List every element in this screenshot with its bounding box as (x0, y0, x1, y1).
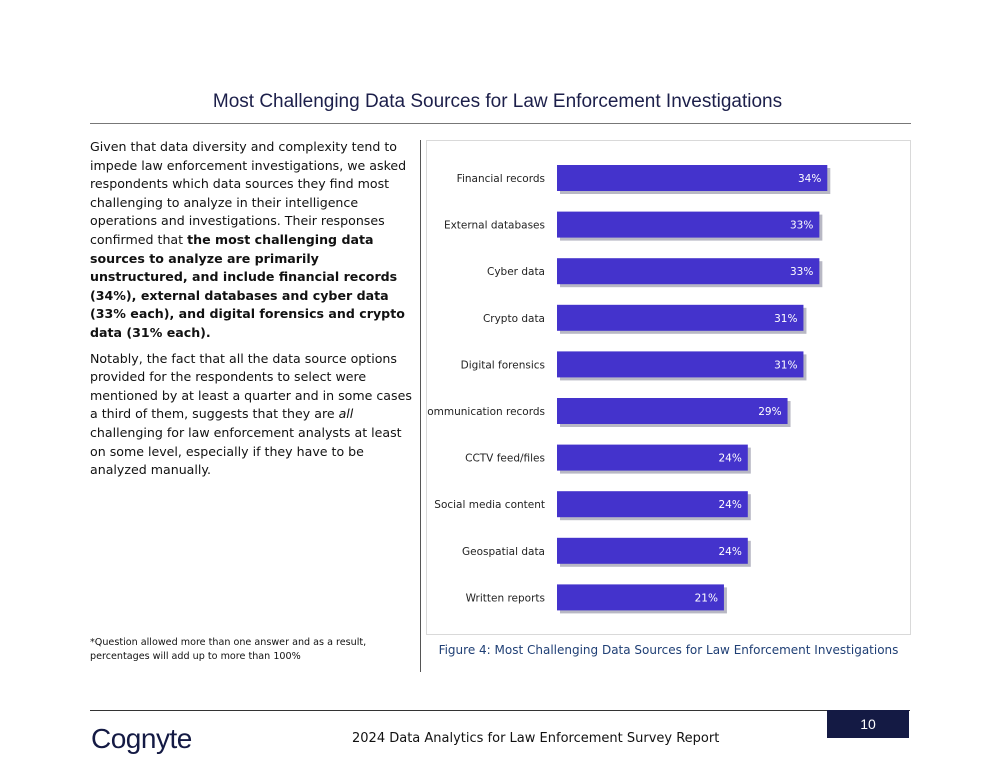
bar-written-reports (557, 584, 724, 611)
cognyte-logo: Cognyte (91, 723, 192, 754)
bar-social-media-content (557, 491, 748, 518)
footer-divider (90, 710, 910, 711)
figure-caption: Figure 4: Most Challenging Data Sources … (438, 643, 899, 657)
body-paragraph-1-text: Given that data diversity and complexity… (90, 139, 407, 247)
bar-cyber-data (557, 258, 820, 285)
category-label-geospatial-data: Geospatial data (462, 546, 545, 558)
bar-geospatial-data (557, 537, 748, 564)
column-divider (420, 140, 421, 672)
value-label-written-reports: 21% (695, 592, 718, 604)
category-label-written-reports: Written reports (466, 592, 545, 604)
bar-communication-records (557, 398, 788, 424)
category-label-social-media-content: Social media content (434, 499, 545, 511)
footer-report-title: 2024 Data Analytics for Law Enforcement … (352, 731, 720, 746)
value-label-social-media-content: 24% (718, 499, 741, 511)
category-label-crypto-data: Crypto data (483, 313, 545, 325)
footnote: *Question allowed more than one answer a… (90, 637, 367, 662)
bar-crypto-data (557, 304, 804, 331)
body-paragraph-1-highlight: the most challenging data sources to ana… (90, 231, 405, 340)
category-label-cyber-data: Cyber data (487, 266, 545, 278)
category-label-digital-forensics: Digital forensics (461, 359, 545, 371)
chart-frame: Financial records 34% External databases 33… (426, 140, 911, 635)
value-label-communication-records: 29% (758, 406, 781, 418)
value-label-cctv-feed-files: 24% (718, 453, 741, 465)
value-label-cyber-data: 33% (790, 266, 813, 278)
category-label-cctv-feed-files: CCTV feed/files (465, 453, 545, 465)
body-text: Given that data diversity and complexity… (90, 138, 412, 487)
bar-digital-forensics (557, 351, 804, 378)
body-paragraph-2-emphasis: all (338, 406, 354, 422)
value-label-crypto-data: 31% (774, 313, 797, 325)
bar-chart: Financial records 34% External databases 33… (427, 165, 831, 614)
category-label-external-databases: External databases (444, 220, 545, 232)
value-label-digital-forensics: 31% (774, 359, 797, 371)
category-label-financial-records: Financial records (457, 173, 545, 185)
body-paragraph-2: Notably, the fact that all the data sour… (90, 350, 412, 480)
category-label-communication-records: Communication records (427, 406, 545, 418)
title-divider (90, 123, 911, 124)
value-label-geospatial-data: 24% (718, 546, 741, 558)
value-label-financial-records: 34% (798, 173, 821, 185)
bar-external-databases (557, 211, 820, 238)
page-title: Most Challenging Data Sources for Law En… (212, 91, 783, 112)
page-number: 10 (827, 710, 909, 738)
body-paragraph-2-text-b: challenging for law enforcement analysts… (90, 424, 402, 478)
body-paragraph-2-text-a: Notably, the fact that all the data sour… (90, 350, 412, 422)
bar-cctv-feed-files (557, 444, 748, 471)
body-paragraph-1: Given that data diversity and complexity… (90, 138, 412, 343)
bar-financial-records (557, 165, 828, 191)
value-label-external-databases: 33% (790, 220, 813, 232)
